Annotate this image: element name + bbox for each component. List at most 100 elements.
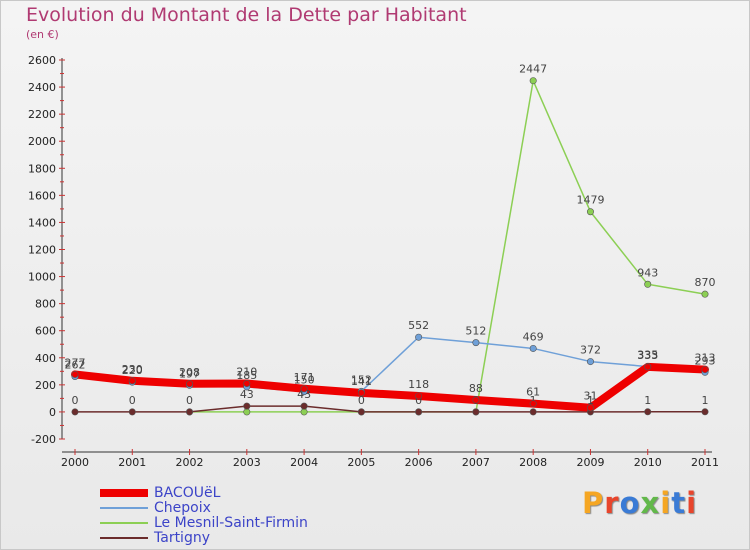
data-label: 512 (465, 325, 486, 338)
data-point (472, 396, 480, 404)
y-tick-label: 2400 (28, 81, 56, 94)
y-tick-label: 1600 (28, 189, 56, 202)
legend-swatch (100, 537, 148, 539)
legend-label: Le Mesnil-Saint-Firmin (154, 515, 308, 531)
data-label: 333 (637, 349, 658, 362)
data-point (529, 408, 537, 416)
chart-title: Evolution du Montant de la Dette par Hab… (26, 4, 467, 26)
data-point (300, 402, 308, 410)
data-label: 1 (702, 394, 709, 407)
x-tick-label: 2008 (519, 456, 547, 469)
data-point (243, 380, 251, 388)
x-tick-label: 2004 (290, 456, 318, 469)
data-point (243, 402, 251, 410)
x-tick-label: 2007 (462, 456, 490, 469)
data-label: 469 (523, 330, 544, 343)
data-label: 185 (236, 369, 257, 382)
data-label: 0 (415, 394, 422, 407)
data-point (472, 339, 480, 347)
data-point (586, 404, 594, 412)
x-tick-label: 2000 (61, 456, 89, 469)
data-label: 61 (526, 386, 540, 399)
y-tick-label: 200 (35, 379, 56, 392)
data-point (415, 408, 423, 416)
y-tick-label: 1400 (28, 216, 56, 229)
data-label: 118 (408, 378, 429, 391)
data-label: 277 (65, 356, 86, 369)
legend-swatch (100, 522, 148, 524)
y-tick-label: 600 (35, 325, 56, 338)
y-tick-label: 0 (49, 406, 56, 419)
y-tick-label: 800 (35, 298, 56, 311)
y-tick-label: 1800 (28, 162, 56, 175)
chart-subtitle: (en €) (26, 28, 59, 41)
x-tick-label: 2003 (233, 456, 261, 469)
x-tick-label: 2005 (347, 456, 375, 469)
data-label: 230 (122, 363, 143, 376)
data-point (644, 363, 652, 371)
data-point (529, 400, 537, 408)
data-label: 1 (587, 394, 594, 407)
data-label: 208 (179, 366, 200, 379)
series-line (71, 362, 709, 412)
legend-swatch (100, 507, 148, 509)
data-point (71, 370, 79, 378)
x-tick-label: 2001 (118, 456, 146, 469)
y-tick-label: 2200 (28, 108, 56, 121)
data-point (415, 333, 423, 341)
data-label: 31 (583, 390, 597, 403)
data-point (529, 344, 537, 352)
legend-swatch (100, 489, 148, 497)
data-point (186, 380, 194, 388)
data-point (243, 408, 251, 416)
data-label: 293 (695, 354, 716, 367)
data-label: 171 (294, 371, 315, 384)
data-point (586, 358, 594, 366)
series-line (188, 79, 706, 413)
data-label: 870 (695, 276, 716, 289)
data-label: 152 (351, 373, 372, 386)
data-label: 1 (644, 394, 651, 407)
data-label: 220 (122, 364, 143, 377)
data-point (644, 280, 652, 288)
legend-label: Chepoix (154, 500, 211, 516)
y-tick-label: 2000 (28, 135, 56, 148)
data-point (71, 408, 79, 416)
data-label: 88 (469, 382, 483, 395)
data-label: 2447 (519, 63, 547, 76)
y-tick-label: -200 (31, 433, 56, 446)
data-point (586, 208, 594, 216)
y-tick-label: 2600 (28, 54, 56, 67)
data-point (357, 408, 365, 416)
data-label: 552 (408, 319, 429, 332)
data-point (186, 408, 194, 416)
data-point (128, 377, 136, 385)
data-point (300, 385, 308, 393)
data-label: 43 (240, 388, 254, 401)
data-label: 197 (179, 367, 200, 380)
data-point (701, 366, 709, 374)
data-label: 262 (65, 358, 86, 371)
data-point (472, 408, 480, 416)
data-label: 43 (297, 388, 311, 401)
y-tick-label: 1000 (28, 271, 56, 284)
legend-label: Tartigny (154, 530, 210, 546)
data-label: 210 (236, 366, 257, 379)
proxiti-logo: Proxiti (582, 486, 698, 520)
x-tick-label: 2011 (691, 456, 719, 469)
data-point (529, 77, 537, 85)
x-tick-label: 2010 (634, 456, 662, 469)
data-label: 150 (294, 374, 315, 387)
data-label: 335 (637, 349, 658, 362)
data-label: 0 (358, 394, 365, 407)
data-label: 943 (637, 266, 658, 279)
data-label: 0 (72, 394, 79, 407)
data-label: 1479 (576, 194, 604, 207)
y-tick-label: 1200 (28, 244, 56, 257)
data-label: 313 (695, 352, 716, 365)
x-tick-label: 2009 (576, 456, 604, 469)
data-point (300, 408, 308, 416)
y-tick-label: 400 (35, 352, 56, 365)
